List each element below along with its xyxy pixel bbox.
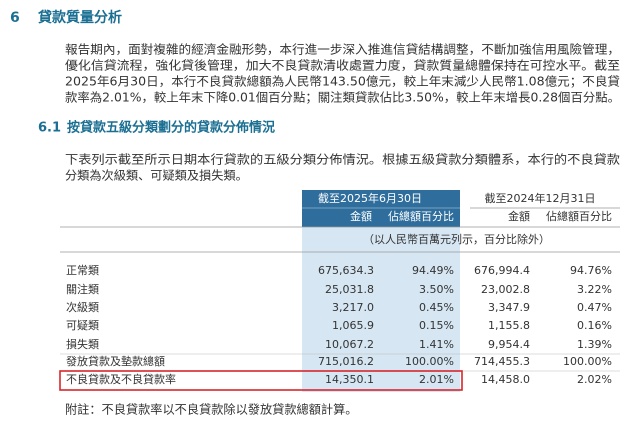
amount: 715,016.2 [318, 355, 374, 368]
paragraph-line: 分類為次級類、可疑類及損失類。 [65, 168, 248, 183]
section-title: 貸款質量分析 [37, 9, 122, 26]
paragraph-line: 優化信貸流程，強化貸後管理，加大不良貸款清收處置力度，貸款質量總體保持在可控水平… [65, 58, 620, 73]
percentage: 2.01% [419, 373, 454, 386]
highlight-box [59, 370, 463, 391]
section-number: 6 [10, 10, 20, 26]
percentage: 0.45% [419, 301, 454, 314]
amount: 14,458.0 [481, 373, 530, 386]
highlight-header [302, 190, 460, 227]
row-label: 損失類 [66, 337, 99, 351]
row-label: 不良貸款及不良貸款率 [66, 372, 176, 386]
amount: 3,217.0 [332, 301, 374, 314]
percentage: 1.41% [419, 338, 454, 351]
amount: 25,031.8 [325, 283, 374, 296]
amount: 675,634.3 [318, 264, 374, 277]
amount: 9,954.4 [488, 338, 530, 351]
table-body: 正常類 675,634.3 94.49% 676,994.4 94.76% 關注類 25,0… [66, 264, 612, 386]
paragraph-line: 款率為2.01%，較上年末下降0.01個百分點；關注類貸款佔比3.50%，較上年… [65, 90, 620, 105]
column-header: 佔總額百分比 [388, 209, 454, 223]
percentage: 1.39% [577, 338, 612, 351]
percentage: 0.16% [577, 319, 612, 332]
percentage: 0.15% [419, 319, 454, 332]
amount: 714,455.3 [474, 355, 530, 368]
percentage: 3.50% [419, 283, 454, 296]
unit-note: （以人民幣百萬元列示，百分比除外） [363, 232, 550, 246]
column-header: 金額 [350, 209, 372, 223]
amount: 3,347.9 [488, 301, 530, 314]
amount: 14,350.1 [325, 373, 374, 386]
amount: 1,065.9 [332, 319, 374, 332]
row-label: 次級類 [66, 300, 99, 314]
row-label: 發放貸款及墊款總額 [66, 354, 165, 368]
period-header: 截至2025年6月30日 [318, 191, 422, 205]
row-label: 關注類 [66, 282, 99, 296]
amount: 1,155.8 [488, 319, 530, 332]
subsection-title: 按貸款五級分類劃分的貸款分佈情況 [67, 120, 275, 136]
percentage: 100.00% [405, 355, 454, 368]
row-label: 正常類 [66, 264, 99, 277]
percentage: 94.76% [570, 264, 612, 277]
paragraph-line: 下表列示截至所示日期本行貸款的五級分類分佈情況。根據五級貸款分類體系，本行的不良… [65, 152, 620, 167]
amount: 10,067.2 [325, 338, 374, 351]
column-header: 金額 [508, 209, 530, 223]
paragraph-line: 2025年6月30日，本行不良貸款總額為人民幣143.50億元，較上年末減少人民… [65, 74, 620, 89]
note: 附註：不良貸款率以不良貸款除以發放貸款總額計算。 [65, 402, 358, 417]
percentage: 100.00% [563, 355, 612, 368]
percentage: 94.49% [412, 264, 454, 277]
column-header: 佔總額百分比 [546, 209, 612, 223]
amount: 676,994.4 [474, 264, 530, 277]
amount: 23,002.8 [481, 283, 530, 296]
period-header: 截至2024年12月31日 [485, 191, 596, 205]
row-label: 可疑類 [66, 319, 99, 332]
percentage: 2.02% [577, 373, 612, 386]
percentage: 3.22% [577, 283, 612, 296]
paragraph-line: 報告期內，面對複雜的經濟金融形勢，本行進一步深入推進信貸結構調整，不斷加強信用風… [65, 42, 620, 57]
subsection-number: 6.1 [38, 121, 61, 136]
percentage: 0.47% [577, 301, 612, 314]
